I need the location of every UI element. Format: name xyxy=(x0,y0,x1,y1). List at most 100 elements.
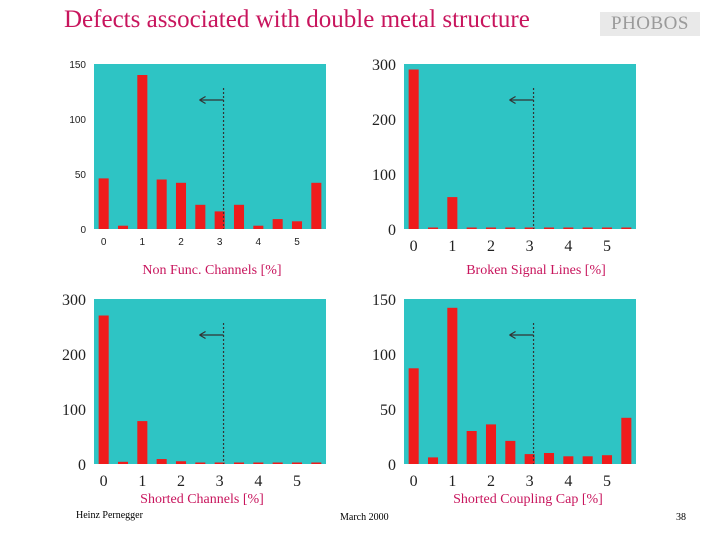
x-tick-label: 3 xyxy=(526,238,534,255)
bar xyxy=(195,462,206,464)
bar xyxy=(291,221,303,229)
bar xyxy=(408,69,419,229)
x-tick-label: 3 xyxy=(526,473,534,490)
bar xyxy=(311,462,322,464)
bar xyxy=(427,227,439,229)
bar xyxy=(543,453,555,464)
bar xyxy=(582,227,593,229)
bar xyxy=(505,227,516,229)
chart-svg: 0 50 100 150 0 1 2 3 4 5 xyxy=(69,60,326,248)
x-tick-label: 2 xyxy=(178,237,184,248)
xlabel-shorted-coupling-cap: Shorted Coupling Cap [%] xyxy=(453,492,603,507)
phobos-logo: PHOBOS xyxy=(600,12,700,36)
y-tick-label: 100 xyxy=(372,347,396,364)
x-tick-label: 2 xyxy=(487,238,495,255)
bar xyxy=(195,204,206,229)
footer-page-number: 38 xyxy=(676,512,686,523)
bar xyxy=(466,431,477,464)
y-tick-label: 100 xyxy=(372,167,396,184)
x-tick-label: 4 xyxy=(564,473,572,490)
bar xyxy=(156,459,167,464)
bar xyxy=(563,227,574,229)
bar xyxy=(137,421,148,464)
bar xyxy=(311,182,322,229)
chart-shorted-channels: 0 100 200 300 0 1 2 3 4 5 xyxy=(40,285,370,505)
bar xyxy=(175,182,187,229)
chart-shorted-coupling-cap: 0 50 100 150 0 1 2 3 4 5 xyxy=(350,285,680,505)
bar xyxy=(233,204,245,229)
x-tick-label: 4 xyxy=(564,238,572,255)
xlabel-non-func-channels: Non Func. Channels [%] xyxy=(142,263,282,278)
y-tick-label: 150 xyxy=(69,60,86,71)
bar xyxy=(601,227,613,229)
bar xyxy=(272,462,283,464)
x-tick-label: 1 xyxy=(448,473,456,490)
y-tick-label: 0 xyxy=(80,225,86,236)
bar xyxy=(291,462,303,464)
bar xyxy=(137,75,148,229)
cut-arrow-head xyxy=(509,95,516,105)
x-tick-label: 5 xyxy=(603,238,611,255)
xlabel-broken-signal-lines: Broken Signal Lines [%] xyxy=(466,263,606,278)
footer-author: Heinz Pernegger xyxy=(76,510,143,521)
bar xyxy=(214,211,225,229)
x-tick-label: 5 xyxy=(294,237,300,248)
chart-svg: 0 50 100 150 0 1 2 3 4 5 xyxy=(372,292,636,490)
bar xyxy=(156,179,167,229)
bar xyxy=(408,368,419,464)
x-tick-label: 1 xyxy=(140,237,146,248)
x-tick-label: 1 xyxy=(448,238,456,255)
cut-arrow-head xyxy=(199,95,206,105)
cut-arrow-head xyxy=(509,330,516,340)
bar xyxy=(621,417,632,464)
y-tick-label: 300 xyxy=(372,57,396,74)
y-tick-label: 0 xyxy=(78,457,86,474)
bar xyxy=(117,225,129,229)
y-tick-label: 200 xyxy=(62,347,86,364)
x-tick-label: 2 xyxy=(487,473,495,490)
plot-background xyxy=(94,299,326,464)
y-tick-label: 50 xyxy=(75,170,87,181)
x-tick-label: 0 xyxy=(100,473,108,490)
chart-broken-signal-lines: 0 100 200 300 0 1 2 3 4 5 xyxy=(350,50,680,270)
bar xyxy=(253,462,264,464)
bar xyxy=(601,455,613,464)
y-tick-label: 0 xyxy=(388,457,396,474)
x-tick-label: 5 xyxy=(293,473,301,490)
bar xyxy=(563,456,574,464)
x-tick-label: 0 xyxy=(410,238,418,255)
slide-title: Defects associated with double metal str… xyxy=(64,6,530,33)
x-tick-label: 4 xyxy=(254,473,262,490)
bar xyxy=(621,227,632,229)
bar xyxy=(98,315,109,464)
x-tick-label: 0 xyxy=(101,237,107,248)
x-tick-label: 1 xyxy=(138,473,146,490)
plot-background xyxy=(404,299,636,464)
bar xyxy=(427,457,439,464)
xlabel-shorted-channels: Shorted Channels [%] xyxy=(140,492,264,507)
y-tick-label: 150 xyxy=(372,292,396,309)
chart-svg: 0 100 200 300 0 1 2 3 4 5 xyxy=(372,57,636,255)
x-tick-label: 0 xyxy=(410,473,418,490)
bar xyxy=(505,440,516,464)
bar xyxy=(447,197,458,229)
bar xyxy=(466,227,477,229)
bar xyxy=(485,424,497,464)
cut-arrow-head xyxy=(199,330,206,340)
bar xyxy=(253,225,264,229)
y-tick-label: 100 xyxy=(62,402,86,419)
y-tick-label: 200 xyxy=(372,112,396,129)
y-tick-label: 300 xyxy=(62,292,86,309)
bar xyxy=(175,461,187,464)
bar xyxy=(582,456,593,464)
x-tick-label: 4 xyxy=(256,237,262,248)
y-tick-label: 100 xyxy=(69,115,86,126)
footer-date: March 2000 xyxy=(340,512,389,523)
y-tick-label: 50 xyxy=(380,402,396,419)
bar xyxy=(214,462,225,464)
bar xyxy=(447,307,458,464)
bar xyxy=(485,227,497,229)
x-tick-label: 2 xyxy=(177,473,185,490)
bar xyxy=(524,227,535,229)
x-tick-label: 3 xyxy=(217,237,223,248)
